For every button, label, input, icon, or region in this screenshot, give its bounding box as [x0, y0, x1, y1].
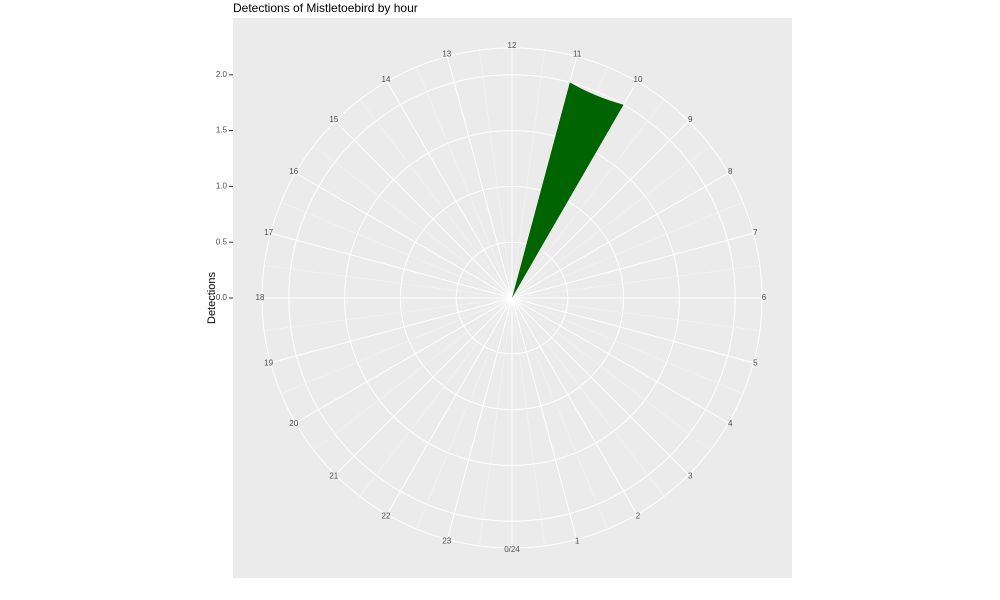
x-tick-label: 20	[289, 419, 298, 428]
grid-spoke	[511, 232, 754, 299]
x-tick-label: 13	[442, 50, 451, 59]
x-tick-label: 6	[762, 293, 767, 302]
y-tick-label: 2.0	[216, 70, 228, 79]
grid-spoke	[511, 120, 690, 299]
grid-spoke	[511, 297, 729, 424]
grid-spoke	[446, 297, 513, 540]
chart-title: Detections of Mistletoebird by hour	[233, 1, 418, 15]
grid-spoke	[386, 81, 513, 299]
minor-spoke	[416, 66, 513, 299]
minor-spoke	[511, 265, 760, 299]
x-tick-label: 19	[264, 358, 273, 367]
y-tick-label: 1.5	[216, 126, 228, 135]
grid-spoke	[511, 297, 754, 364]
minor-spoke	[511, 202, 744, 299]
grid-spoke	[511, 297, 638, 515]
minor-spoke	[264, 297, 513, 331]
grid-spoke	[270, 232, 513, 299]
grid-spoke	[386, 297, 513, 515]
x-tick-label: 15	[329, 115, 338, 124]
x-tick-label: 4	[728, 419, 733, 428]
y-tick-label: 0.5	[216, 237, 228, 246]
minor-spoke	[280, 297, 513, 394]
y-axis-title: Detections	[206, 272, 218, 324]
minor-spoke	[511, 297, 665, 497]
minor-spoke	[511, 297, 545, 546]
minor-spoke	[280, 202, 513, 299]
x-tick-label: 17	[264, 228, 273, 237]
x-tick-label: 23	[442, 537, 451, 546]
minor-spoke	[359, 99, 513, 299]
grid-spoke	[295, 172, 513, 299]
grid-spoke	[334, 120, 513, 299]
minor-spoke	[264, 265, 513, 299]
minor-spoke	[511, 145, 711, 299]
x-tick-label: 2	[636, 511, 641, 520]
bar	[512, 82, 624, 298]
minor-spoke	[313, 145, 513, 299]
minor-spoke	[511, 99, 665, 299]
x-tick-label: 1	[575, 537, 580, 546]
grid-spoke	[334, 297, 513, 476]
grid-spoke	[511, 297, 690, 476]
y-tick-label: 1.0	[216, 182, 228, 191]
grid-spoke	[511, 172, 729, 299]
minor-spoke	[511, 50, 545, 299]
grid-spoke	[270, 297, 513, 364]
minor-spoke	[359, 297, 513, 497]
x-tick-label: 16	[289, 167, 298, 176]
x-tick-label: 10	[634, 75, 643, 84]
x-tick-label: 14	[382, 75, 391, 84]
x-tick-label: 12	[508, 41, 517, 50]
x-tick-label: 21	[329, 471, 338, 480]
x-tick-label: 11	[573, 50, 582, 59]
minor-spoke	[511, 297, 760, 331]
minor-spoke	[313, 297, 513, 451]
x-tick-label: 3	[688, 471, 693, 480]
x-tick-label: 7	[753, 228, 758, 237]
y-tick-label: 0.0	[216, 293, 228, 302]
x-tick-label: 18	[256, 293, 265, 302]
minor-spoke	[511, 297, 608, 530]
x-tick-label: 22	[382, 511, 391, 520]
x-tick-label: 0/24	[504, 545, 520, 554]
x-tick-label: 5	[753, 358, 758, 367]
x-tick-label: 9	[688, 115, 693, 124]
grid-spoke	[511, 297, 578, 540]
minor-spoke	[479, 50, 513, 299]
minor-spoke	[479, 297, 513, 546]
minor-spoke	[511, 297, 744, 394]
minor-spoke	[511, 297, 711, 451]
minor-spoke	[416, 297, 513, 530]
grid-spoke	[295, 297, 513, 424]
x-tick-label: 8	[728, 167, 733, 176]
grid-spoke	[446, 56, 513, 299]
